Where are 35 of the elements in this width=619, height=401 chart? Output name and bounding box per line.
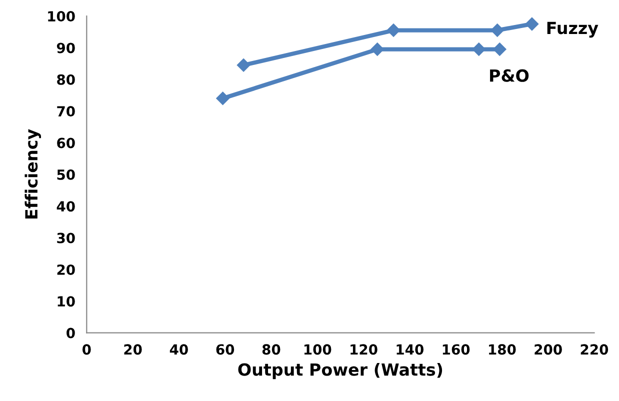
point [490, 24, 504, 37]
x-tick-label: 0 [82, 344, 91, 355]
x-tick-label: 80 [262, 344, 280, 355]
y-tick-label: 70 [57, 106, 75, 117]
x-tick-label: 100 [304, 344, 332, 355]
point [493, 42, 506, 56]
y-axis-title: Efficiency [24, 129, 41, 218]
x-tick-label: 160 [442, 344, 470, 355]
y-tick-label: 20 [57, 264, 75, 275]
x-tick-label: 180 [489, 344, 516, 355]
x-tick-label: 60 [216, 344, 234, 355]
y-tick-label: 10 [58, 296, 75, 307]
y-tick-label: 60 [57, 138, 75, 148]
point [472, 42, 486, 56]
point [386, 24, 400, 37]
y-tick-label: 100 [48, 11, 75, 22]
x-tick-label: 120 [350, 344, 378, 355]
x-tick-label: 140 [396, 344, 424, 355]
y-tick-label: 90 [56, 42, 75, 54]
x-axis-title: Output Power (Watts) [238, 362, 442, 380]
point [216, 92, 230, 105]
x-tick-label: 20 [124, 344, 142, 355]
point [370, 42, 384, 56]
series-label: Fuzzy [547, 22, 598, 38]
y-tick-label: 50 [57, 169, 75, 180]
x-tick-label: 220 [580, 344, 608, 355]
point [236, 58, 250, 72]
y-tick-label: 40 [56, 201, 75, 212]
series-label: P&O [490, 69, 529, 82]
point [525, 17, 539, 31]
y-tick-label: 80 [57, 74, 75, 85]
x-tick-label: 40 [170, 344, 188, 355]
x-tick-label: 200 [534, 344, 562, 355]
y-tick-label: 30 [57, 232, 75, 244]
y-tick-label: 0 [66, 328, 75, 338]
